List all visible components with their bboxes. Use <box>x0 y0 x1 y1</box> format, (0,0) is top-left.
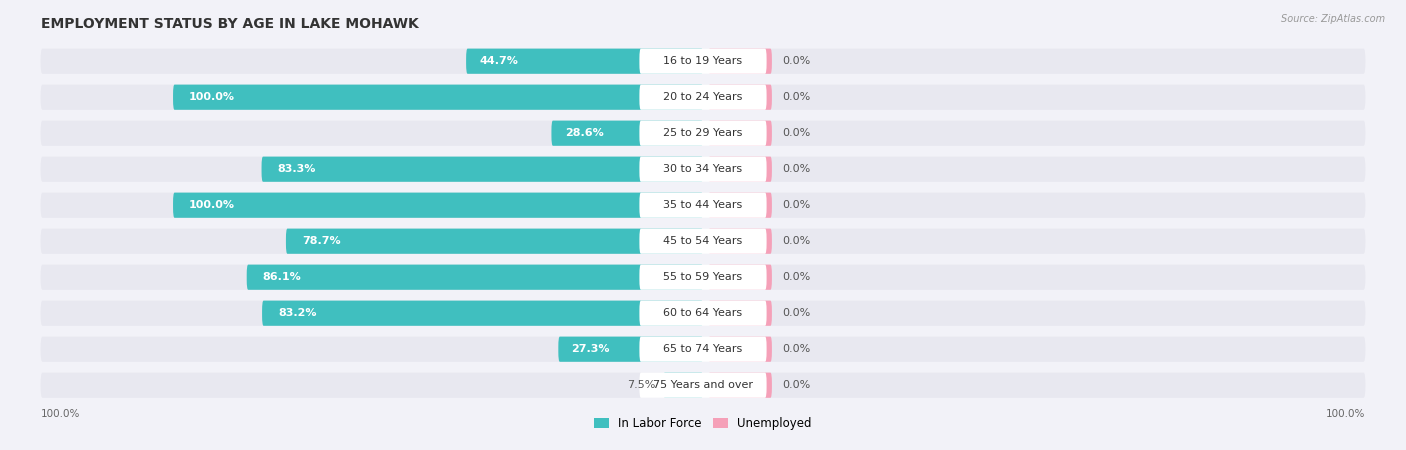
FancyBboxPatch shape <box>173 193 703 218</box>
FancyBboxPatch shape <box>41 49 1365 74</box>
FancyBboxPatch shape <box>41 157 1365 182</box>
FancyBboxPatch shape <box>262 301 703 326</box>
Text: 100.0%: 100.0% <box>41 409 80 419</box>
Text: 0.0%: 0.0% <box>783 344 811 354</box>
Text: 35 to 44 Years: 35 to 44 Years <box>664 200 742 210</box>
Text: 75 Years and over: 75 Years and over <box>652 380 754 390</box>
Text: 0.0%: 0.0% <box>783 308 811 318</box>
Text: 25 to 29 Years: 25 to 29 Years <box>664 128 742 138</box>
Text: 0.0%: 0.0% <box>783 380 811 390</box>
FancyBboxPatch shape <box>41 193 1365 218</box>
FancyBboxPatch shape <box>467 49 703 74</box>
FancyBboxPatch shape <box>709 337 772 362</box>
FancyBboxPatch shape <box>709 265 772 290</box>
Text: 0.0%: 0.0% <box>783 164 811 174</box>
FancyBboxPatch shape <box>640 49 766 74</box>
FancyBboxPatch shape <box>285 229 703 254</box>
FancyBboxPatch shape <box>709 373 772 398</box>
Text: 44.7%: 44.7% <box>479 56 519 66</box>
Text: EMPLOYMENT STATUS BY AGE IN LAKE MOHAWK: EMPLOYMENT STATUS BY AGE IN LAKE MOHAWK <box>41 17 419 31</box>
Text: 0.0%: 0.0% <box>783 128 811 138</box>
FancyBboxPatch shape <box>640 193 766 218</box>
Text: 45 to 54 Years: 45 to 54 Years <box>664 236 742 246</box>
FancyBboxPatch shape <box>558 337 703 362</box>
Text: 27.3%: 27.3% <box>572 344 610 354</box>
Text: 0.0%: 0.0% <box>783 236 811 246</box>
Text: 16 to 19 Years: 16 to 19 Years <box>664 56 742 66</box>
Text: 7.5%: 7.5% <box>627 380 655 390</box>
Text: 60 to 64 Years: 60 to 64 Years <box>664 308 742 318</box>
Text: 0.0%: 0.0% <box>783 200 811 210</box>
FancyBboxPatch shape <box>173 85 703 110</box>
Text: 78.7%: 78.7% <box>302 236 340 246</box>
Text: Source: ZipAtlas.com: Source: ZipAtlas.com <box>1281 14 1385 23</box>
FancyBboxPatch shape <box>551 121 703 146</box>
Text: 0.0%: 0.0% <box>783 272 811 282</box>
FancyBboxPatch shape <box>640 265 766 290</box>
FancyBboxPatch shape <box>41 85 1365 110</box>
FancyBboxPatch shape <box>709 157 772 182</box>
FancyBboxPatch shape <box>246 265 703 290</box>
Text: 83.3%: 83.3% <box>277 164 316 174</box>
Text: 55 to 59 Years: 55 to 59 Years <box>664 272 742 282</box>
FancyBboxPatch shape <box>41 373 1365 398</box>
FancyBboxPatch shape <box>709 121 772 146</box>
Text: 20 to 24 Years: 20 to 24 Years <box>664 92 742 102</box>
Text: 28.6%: 28.6% <box>565 128 603 138</box>
FancyBboxPatch shape <box>709 193 772 218</box>
FancyBboxPatch shape <box>41 301 1365 326</box>
Text: 83.2%: 83.2% <box>278 308 316 318</box>
FancyBboxPatch shape <box>41 337 1365 362</box>
Text: 100.0%: 100.0% <box>188 92 235 102</box>
FancyBboxPatch shape <box>41 265 1365 290</box>
FancyBboxPatch shape <box>664 373 703 398</box>
Text: 86.1%: 86.1% <box>263 272 301 282</box>
FancyBboxPatch shape <box>709 85 772 110</box>
FancyBboxPatch shape <box>709 301 772 326</box>
FancyBboxPatch shape <box>262 157 703 182</box>
FancyBboxPatch shape <box>640 121 766 146</box>
Text: 0.0%: 0.0% <box>783 92 811 102</box>
FancyBboxPatch shape <box>709 229 772 254</box>
FancyBboxPatch shape <box>640 337 766 362</box>
FancyBboxPatch shape <box>640 157 766 182</box>
Text: 30 to 34 Years: 30 to 34 Years <box>664 164 742 174</box>
FancyBboxPatch shape <box>709 49 772 74</box>
FancyBboxPatch shape <box>640 301 766 326</box>
FancyBboxPatch shape <box>41 229 1365 254</box>
Text: 65 to 74 Years: 65 to 74 Years <box>664 344 742 354</box>
FancyBboxPatch shape <box>640 229 766 254</box>
Text: 100.0%: 100.0% <box>1326 409 1365 419</box>
FancyBboxPatch shape <box>640 373 766 398</box>
FancyBboxPatch shape <box>41 121 1365 146</box>
Text: 100.0%: 100.0% <box>188 200 235 210</box>
FancyBboxPatch shape <box>640 85 766 110</box>
Legend: In Labor Force, Unemployed: In Labor Force, Unemployed <box>589 412 817 435</box>
Text: 0.0%: 0.0% <box>783 56 811 66</box>
